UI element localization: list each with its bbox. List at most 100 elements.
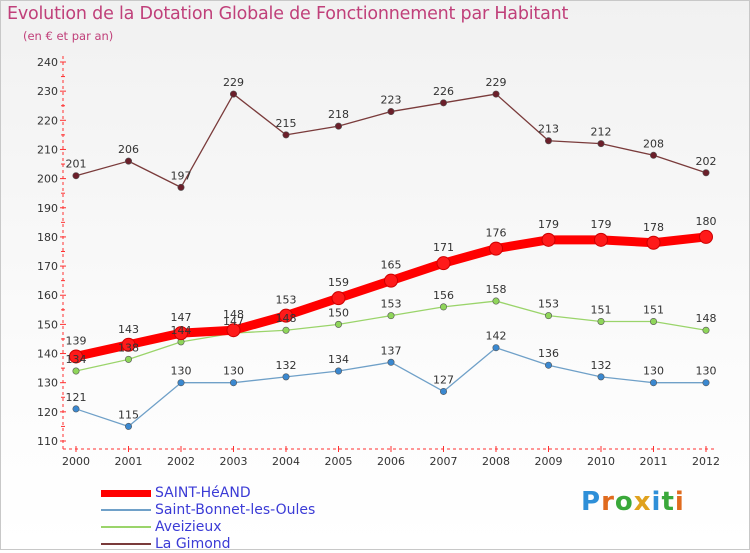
data-label: 130: [223, 365, 244, 378]
x-tick-label: 2004: [272, 455, 300, 468]
data-label: 201: [66, 158, 87, 171]
data-point: [541, 232, 556, 247]
data-point: [544, 312, 552, 320]
data-label: 130: [171, 365, 192, 378]
data-point: [702, 379, 710, 387]
data-label: 213: [538, 123, 559, 136]
data-point: [387, 312, 395, 320]
proxiti-logo: Proxiti: [581, 487, 685, 517]
axes: 110 120 130 140 150 160 170 180 190 200 210 220 230 2…: [37, 56, 720, 468]
legend-label-aveizieux: Aveizieux: [155, 519, 222, 535]
x-tick-label: 2005: [325, 455, 353, 468]
data-label: 159: [328, 276, 349, 289]
data-point: [72, 367, 80, 375]
legend-swatch-saint-heand: [101, 490, 151, 497]
data-point: [226, 323, 241, 338]
data-label: 132: [591, 359, 612, 372]
x-tick-label: 2006: [377, 455, 405, 468]
x-tick-label: 2001: [115, 455, 143, 468]
x-tick-label: 2011: [640, 455, 668, 468]
data-label: 208: [643, 137, 664, 150]
legend-swatch-saint-bonnet: [101, 509, 151, 511]
y-tick-label: 240: [37, 56, 58, 69]
data-label: 150: [328, 306, 349, 319]
data-label: 136: [538, 347, 559, 360]
data-label: 165: [381, 259, 402, 272]
x-tick-label: 2009: [535, 455, 563, 468]
logo-letter: P: [581, 487, 602, 517]
y-tick-label: 120: [37, 406, 58, 419]
legend-swatch-la-gimond: [101, 543, 151, 545]
y-tick-label: 220: [37, 114, 58, 127]
data-point: [177, 183, 185, 191]
data-point: [492, 297, 500, 305]
data-point: [72, 172, 80, 180]
data-point: [334, 122, 342, 130]
data-point: [334, 367, 342, 375]
data-point: [72, 405, 80, 413]
data-point: [121, 337, 136, 352]
legend-label-la-gimond: La Gimond: [155, 536, 231, 552]
data-point: [230, 90, 238, 98]
data-label: 134: [66, 353, 87, 366]
data-label: 178: [643, 221, 664, 234]
y-tick-label: 170: [37, 260, 58, 273]
logo-letter: r: [601, 487, 615, 517]
x-tick-label: 2002: [167, 455, 195, 468]
data-point: [282, 326, 290, 334]
data-label: 147: [223, 315, 244, 328]
data-label: 153: [538, 298, 559, 311]
logo-letter: t: [661, 487, 675, 517]
data-labels: 201 206 197 229 215 218 223 226 229 213 212 208 202 1…: [66, 76, 717, 421]
data-label: 197: [171, 169, 192, 182]
data-label: 121: [66, 391, 87, 404]
data-point: [279, 308, 293, 323]
data-label: 202: [696, 155, 717, 168]
data-point: [387, 358, 395, 366]
data-label: 151: [643, 303, 664, 316]
data-point: [597, 140, 605, 148]
y-tick-label: 150: [37, 318, 58, 331]
data-point: [544, 137, 552, 145]
data-label: 130: [696, 365, 717, 378]
data-point: [699, 229, 713, 244]
data-label: 229: [223, 76, 244, 89]
data-point: [334, 320, 342, 328]
data-label: 115: [118, 408, 139, 421]
data-point: [649, 379, 657, 387]
logo-letter: x: [633, 487, 652, 517]
data-label: 158: [486, 283, 507, 296]
x-tick-label: 2007: [430, 455, 458, 468]
data-point: [489, 241, 503, 256]
data-point: [544, 361, 552, 369]
data-point: [125, 355, 133, 363]
data-label: 229: [486, 76, 507, 89]
legend-swatch-aveizieux: [101, 526, 151, 528]
y-tick-label: 230: [37, 85, 58, 98]
series-lines: [69, 90, 713, 430]
x-tick-label: 2008: [482, 455, 510, 468]
logo-letter: o: [614, 487, 634, 517]
y-tick-label: 130: [37, 377, 58, 390]
logo-letter: i: [674, 487, 685, 517]
data-point: [439, 387, 447, 395]
data-label: 151: [591, 303, 612, 316]
data-label: 148: [223, 308, 244, 321]
data-label: 218: [328, 108, 349, 121]
data-label: 147: [171, 311, 192, 324]
data-point: [702, 326, 710, 334]
y-tick-label: 140: [37, 348, 58, 361]
data-point: [282, 131, 290, 139]
data-point: [439, 99, 447, 107]
data-label: 206: [118, 143, 139, 156]
data-point: [282, 373, 290, 381]
data-label: 171: [433, 241, 454, 254]
data-point: [125, 422, 133, 430]
data-point: [387, 108, 395, 116]
data-point: [492, 90, 500, 98]
data-label: 176: [486, 227, 507, 240]
data-label: 138: [118, 341, 139, 354]
data-point: [174, 326, 188, 341]
data-point: [384, 273, 398, 288]
data-point: [331, 291, 346, 306]
